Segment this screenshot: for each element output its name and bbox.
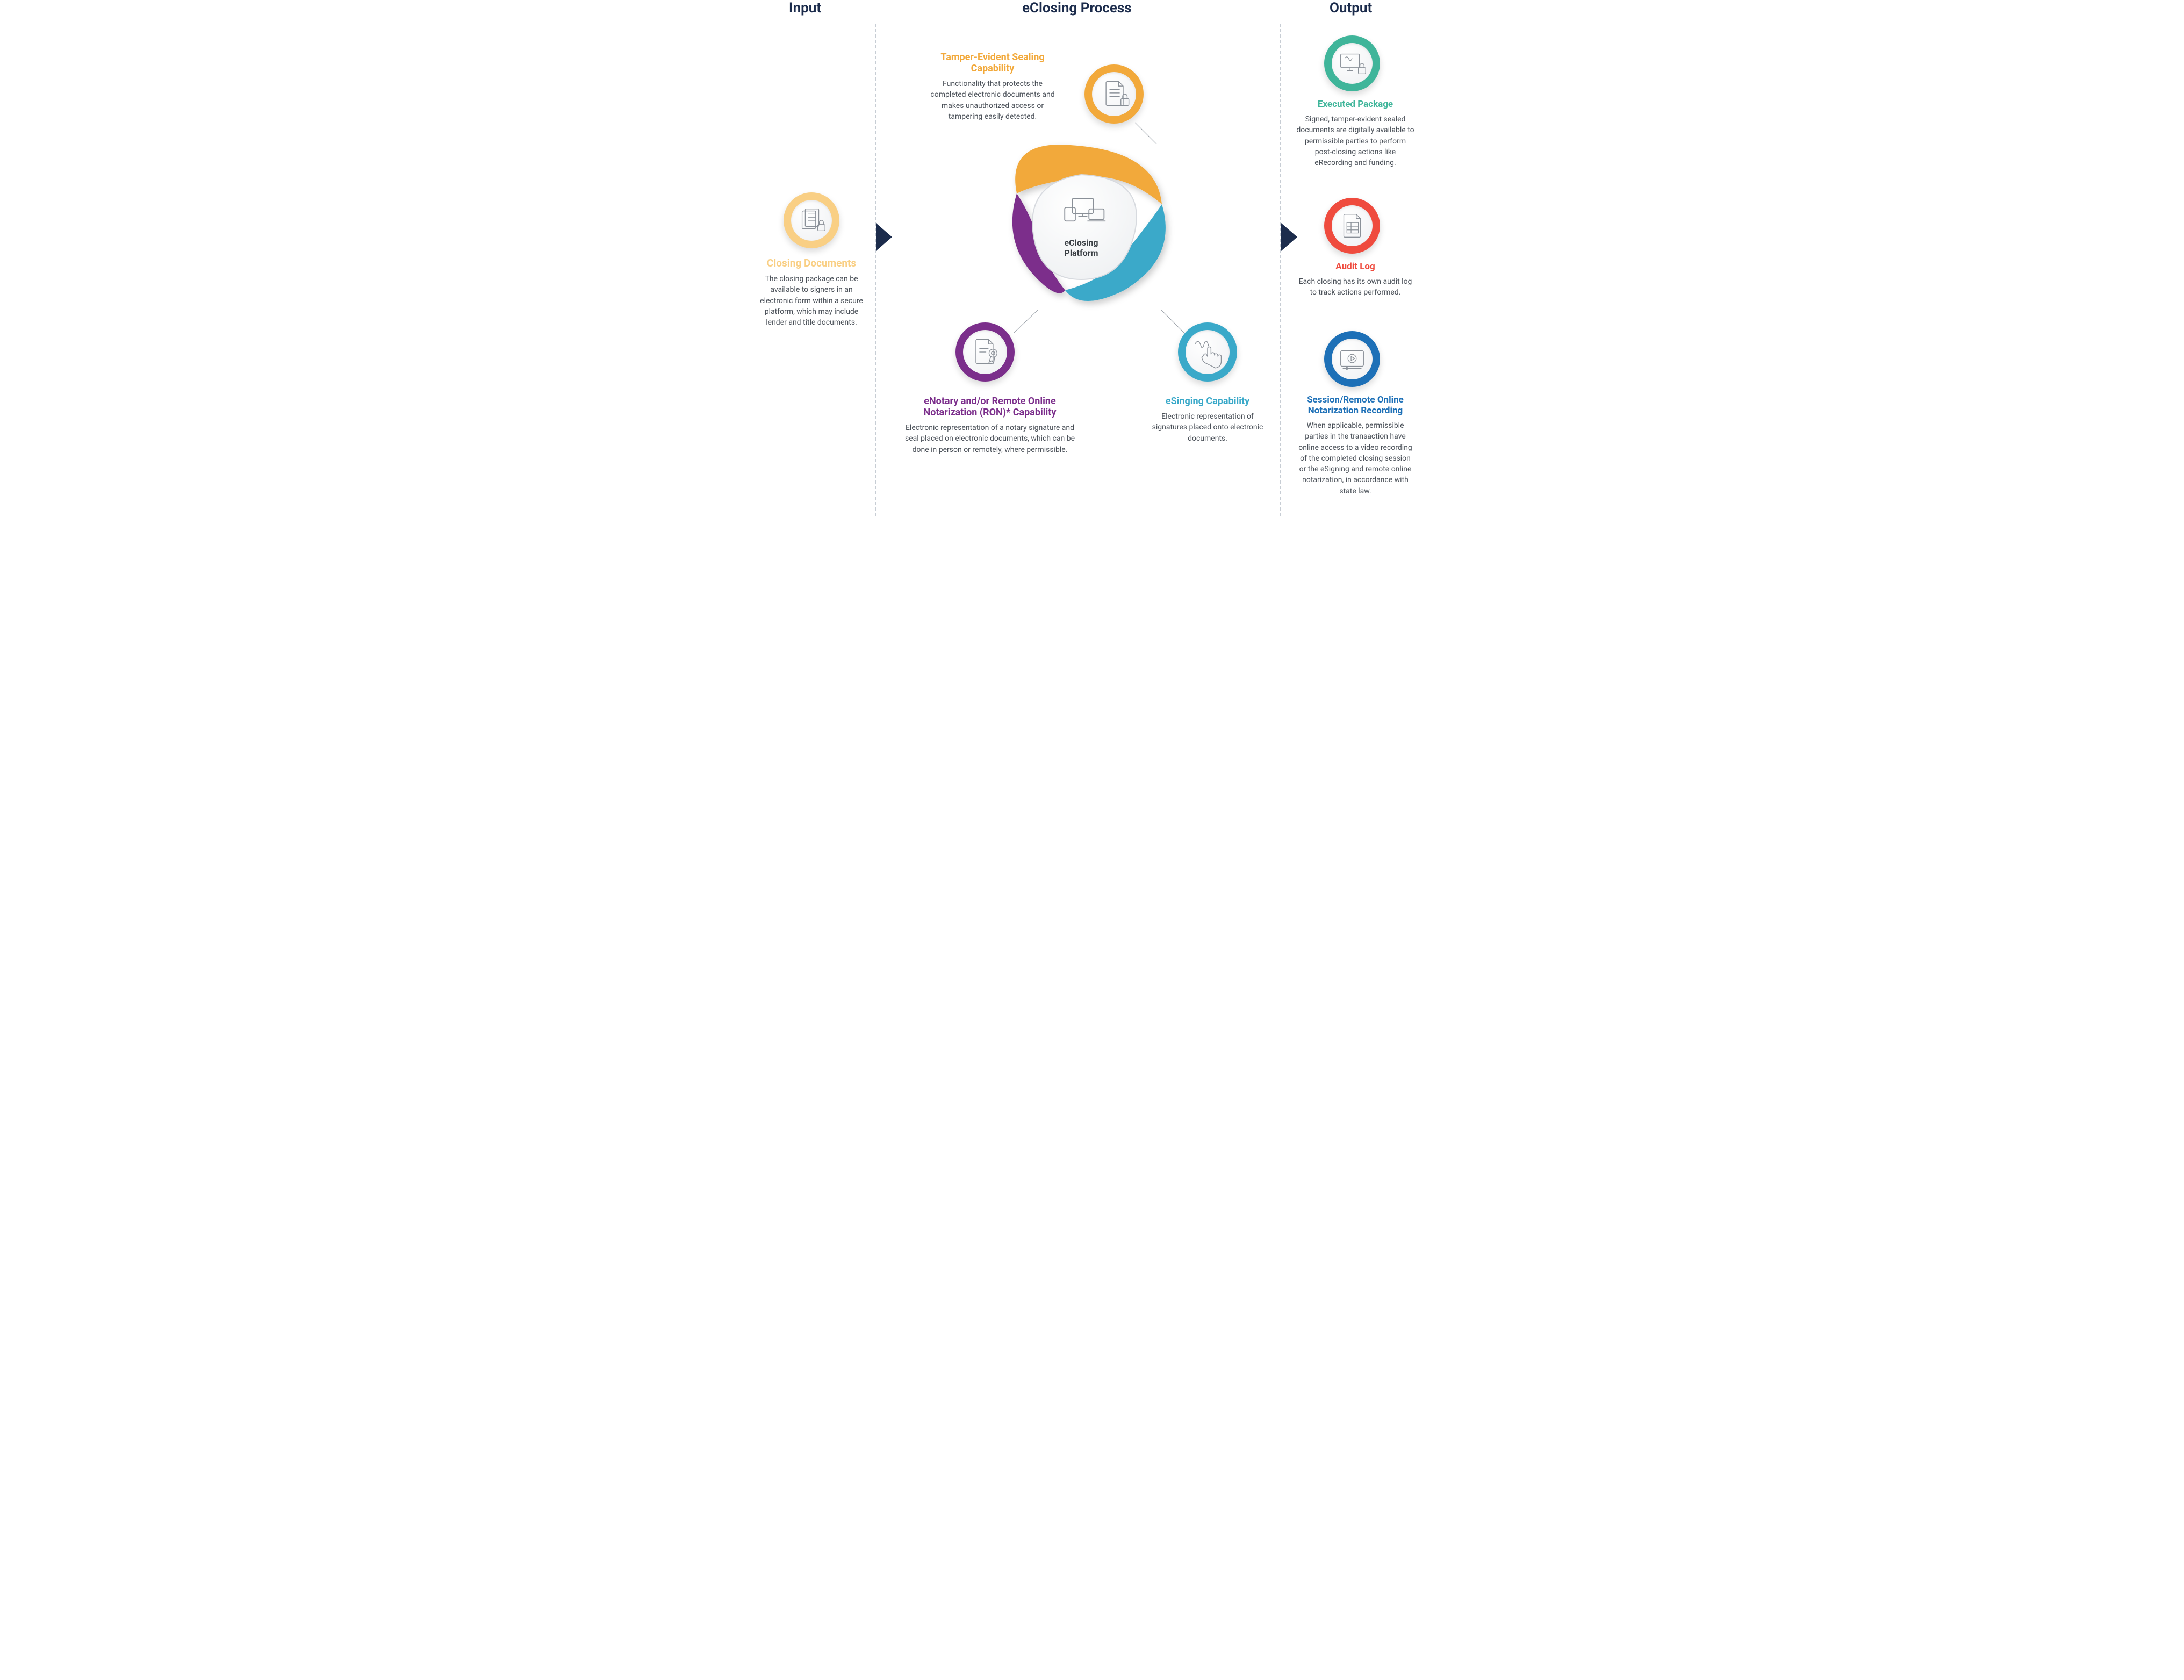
recording-body: When applicable, permissible parties in … xyxy=(1296,420,1414,497)
recording-block: Session/Remote Online Notarization Recor… xyxy=(1296,394,1414,497)
recording-title: Session/Remote Online Notarization Recor… xyxy=(1296,394,1414,416)
audit-body: Each closing has its own audit log to tr… xyxy=(1296,276,1414,298)
esign-medallion xyxy=(1178,322,1237,382)
doc-table-icon xyxy=(1332,205,1373,246)
audit-medallion xyxy=(1324,198,1380,254)
recording-medallion xyxy=(1324,331,1380,387)
sign-hand-icon xyxy=(1186,330,1230,374)
esign-title: eSinging Capability xyxy=(1146,396,1269,407)
audit-block: Audit Log Each closing has its own audit… xyxy=(1296,261,1414,298)
executed-title: Executed Package xyxy=(1296,99,1414,110)
video-play-icon xyxy=(1332,339,1373,379)
esign-body: Electronic representation of signatures … xyxy=(1146,411,1269,444)
screen-lock-icon xyxy=(1332,43,1373,84)
esign-block: eSinging Capability Electronic represent… xyxy=(1146,396,1269,444)
executed-body: Signed, tamper-evident sealed documents … xyxy=(1296,114,1414,168)
executed-block: Executed Package Signed, tamper-evident … xyxy=(1296,99,1414,168)
audit-title: Audit Log xyxy=(1296,261,1414,272)
executed-medallion xyxy=(1324,35,1380,91)
